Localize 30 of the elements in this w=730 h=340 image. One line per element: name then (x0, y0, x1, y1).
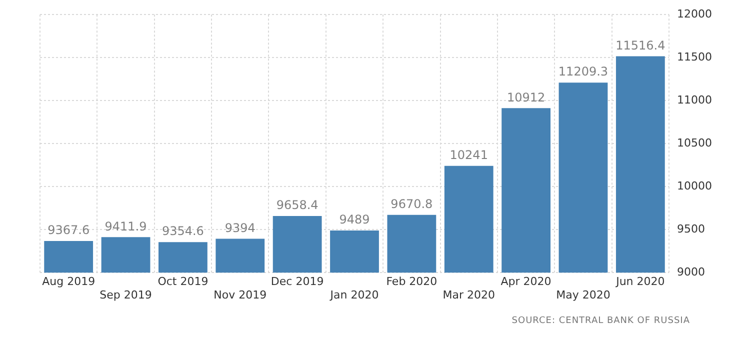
data-label: 9354.6 (162, 224, 204, 238)
x-tick-label: Feb 2020 (386, 275, 438, 288)
data-label: 9670.8 (390, 197, 433, 212)
x-tick-label: Aug 2019 (42, 275, 96, 288)
x-tick-label: Mar 2020 (442, 288, 495, 302)
x-tick-label: May 2020 (556, 288, 610, 302)
data-label: 9394 (224, 220, 256, 235)
x-tick-label: Nov 2019 (214, 288, 267, 302)
y-tick-label: 11000 (677, 93, 712, 106)
x-tick-label: Dec 2019 (270, 275, 324, 288)
y-tick-label: 11500 (677, 50, 712, 64)
data-label: 9658.4 (276, 198, 318, 212)
data-label: 9411.9 (104, 219, 147, 234)
y-tick-label: 10500 (677, 136, 712, 150)
x-tick-label: Apr 2020 (500, 275, 552, 288)
x-tick-label: Jan 2020 (329, 288, 379, 302)
source-note: SOURCE: CENTRAL BANK OF RUSSIA (512, 316, 690, 326)
data-label: 11209.3 (558, 64, 608, 79)
y-tick-label: 10000 (677, 179, 712, 192)
x-tick-label: Jun 2020 (615, 275, 665, 288)
data-label: 10912 (506, 90, 546, 104)
x-tick-label: Oct 2019 (158, 275, 208, 288)
y-tick-label: 9500 (677, 222, 706, 236)
data-label: 11516.4 (616, 38, 666, 52)
x-tick-label: Sep 2019 (100, 288, 152, 302)
y-tick-label: 9000 (677, 265, 706, 278)
data-label: 10241 (450, 148, 488, 162)
y-tick-label: 12000 (677, 7, 712, 20)
data-label: 9367.6 (48, 223, 90, 238)
data-label: 9489 (339, 212, 370, 227)
